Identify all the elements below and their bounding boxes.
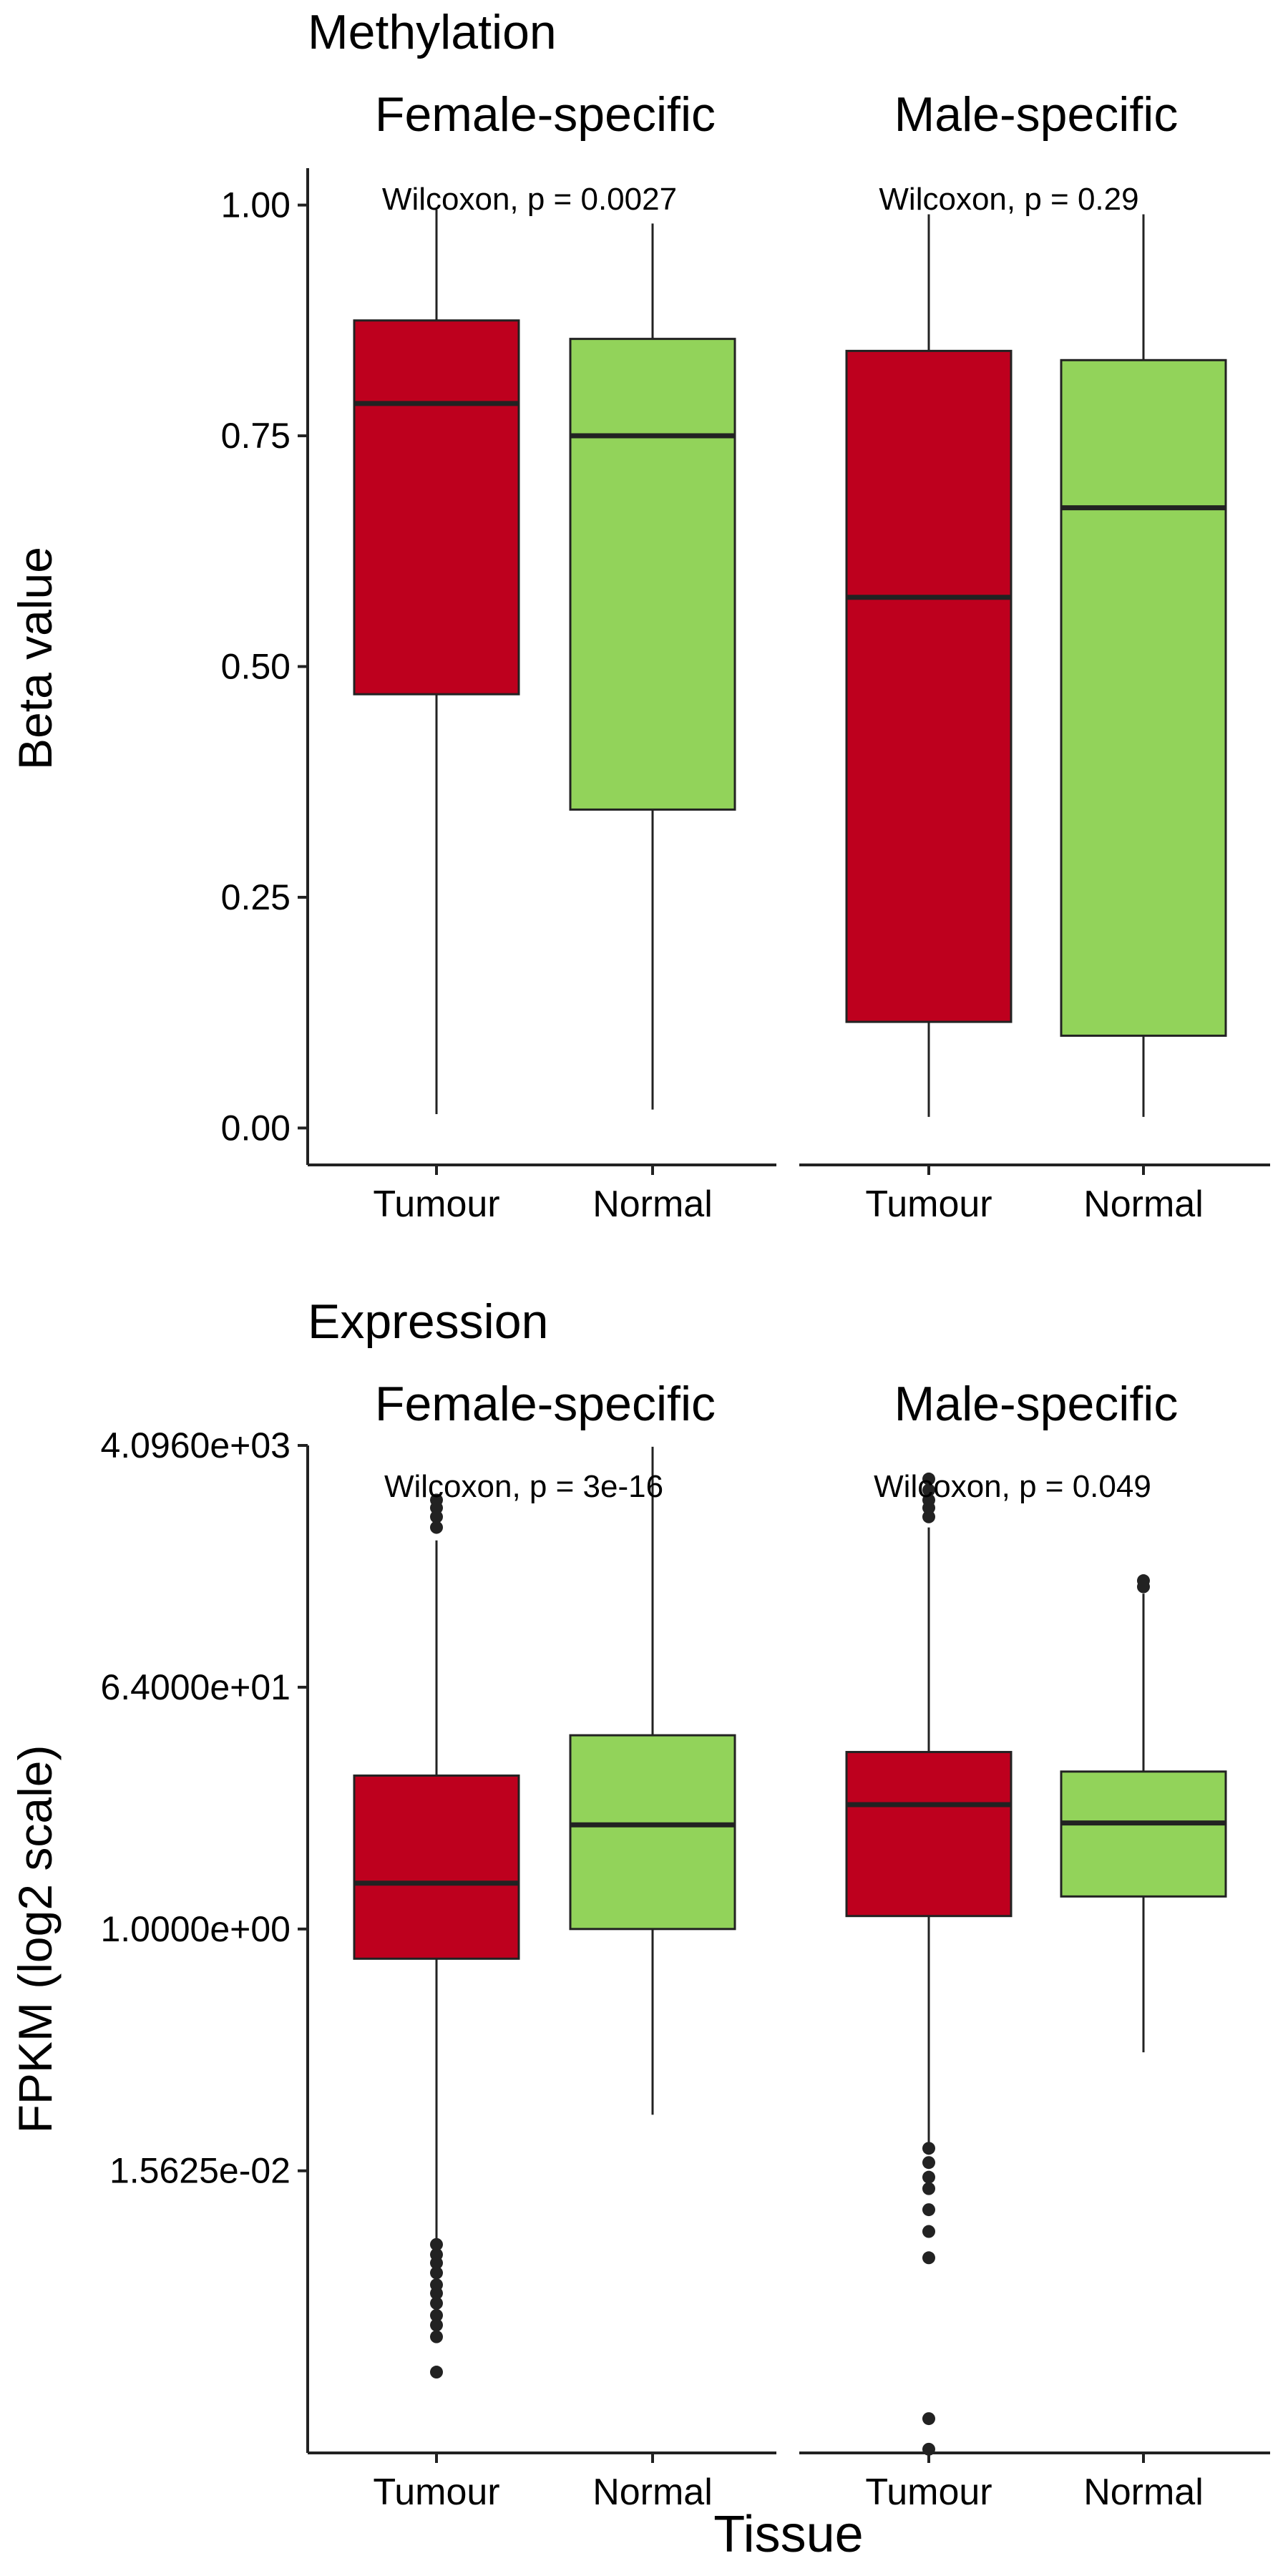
x-tick-label: Tumour (865, 1184, 992, 1225)
x-axis-title: Tissue (713, 2506, 863, 2563)
y-axis-title-methylation: Beta value (9, 547, 62, 770)
outlier-point (922, 1483, 935, 1497)
outlier-point (1137, 1574, 1150, 1588)
outlier-point (922, 2412, 935, 2426)
x-tick-label: Normal (592, 2472, 713, 2513)
outlier-point (922, 2156, 935, 2170)
y-tick-label: 0.00 (221, 1108, 291, 1148)
methylation-panel-title: Methylation (308, 5, 557, 59)
outlier-point (430, 2238, 443, 2251)
outlier-point (922, 2203, 935, 2217)
outlier-point (430, 2286, 443, 2300)
outlier-point (922, 1472, 935, 1485)
expression-panel: Expression Female-specific Male-specific… (9, 1294, 1270, 2513)
y-tick-label: 4.0960e+03 (100, 1425, 291, 1465)
annotation-male-methylation: Wilcoxon, p = 0.29 (879, 182, 1138, 217)
y-axis-title-expression: FPKM (log2 scale) (9, 1745, 62, 2134)
box-normal (569, 338, 736, 811)
y-axis-ticks-expression: 1.5625e-02 1.0000e+00 6.4000e+01 4.0960e+03 (100, 1425, 308, 2191)
facet-male-expression: Tumour Normal (845, 1472, 1227, 2513)
outlier-point (430, 1510, 443, 1523)
facet-male-methylation: Tumour Normal (845, 214, 1227, 1225)
outlier-point (922, 2225, 935, 2238)
outlier-point (430, 2296, 443, 2310)
x-tick-label: Tumour (865, 2472, 992, 2513)
x-tick-label: Tumour (373, 1184, 499, 1225)
outlier-point (922, 2442, 935, 2456)
box-tumour (845, 349, 1013, 1023)
facet-label-female-methylation: Female-specific (375, 87, 716, 142)
y-tick-label: 1.5625e-02 (109, 2151, 291, 2191)
outlier-point (922, 1510, 935, 1523)
facet-female-methylation: Tumour Normal (353, 210, 736, 1225)
expression-panel-title: Expression (308, 1294, 548, 1349)
outlier-point (922, 2142, 935, 2155)
y-tick-label: 6.4000e+01 (100, 1667, 291, 1707)
facet-female-expression: Tumour Normal (353, 1446, 736, 2513)
x-tick-label: Normal (1083, 1184, 1204, 1225)
y-tick-label: 0.50 (221, 647, 291, 687)
facet-label-male-expression: Male-specific (894, 1377, 1179, 1431)
x-tick-label: Tumour (373, 2472, 499, 2513)
outlier-point (922, 2182, 935, 2195)
methylation-panel: Methylation Female-specific Male-specifi… (9, 5, 1270, 1225)
facet-label-male-methylation: Male-specific (894, 87, 1179, 142)
x-tick-label: Normal (1083, 2472, 1204, 2513)
y-axis-ticks-methylation: 0.00 0.25 0.50 0.75 1.00 (221, 185, 308, 1148)
y-tick-label: 0.75 (221, 416, 291, 456)
annotation-female-methylation: Wilcoxon, p = 0.0027 (382, 182, 677, 217)
outlier-point (430, 2318, 443, 2332)
outlier-point (922, 2251, 935, 2265)
box-normal (569, 1734, 736, 1931)
box-normal (1060, 358, 1227, 1037)
outlier-point (922, 2170, 935, 2184)
outlier-point (922, 1493, 935, 1507)
outlier-point (430, 2256, 443, 2270)
box-tumour (353, 319, 520, 696)
annotation-female-expression: Wilcoxon, p = 3e-16 (384, 1469, 663, 1504)
x-tick-label: Normal (592, 1184, 713, 1225)
box-normal (1060, 1770, 1227, 1898)
outlier-point (430, 1521, 443, 1534)
outlier-point (430, 2366, 443, 2379)
outlier-point (430, 2308, 443, 2322)
outlier-point (430, 1493, 443, 1507)
y-tick-label: 1.0000e+00 (100, 1909, 291, 1949)
outlier-point (430, 2330, 443, 2343)
box-tumour (845, 1750, 1013, 1918)
y-tick-label: 1.00 (221, 185, 291, 225)
annotation-male-expression: Wilcoxon, p = 0.049 (874, 1469, 1151, 1504)
outlier-point (430, 2266, 443, 2280)
facet-label-female-expression: Female-specific (375, 1377, 716, 1431)
box-tumour (353, 1774, 520, 1960)
y-tick-label: 0.25 (221, 877, 291, 917)
